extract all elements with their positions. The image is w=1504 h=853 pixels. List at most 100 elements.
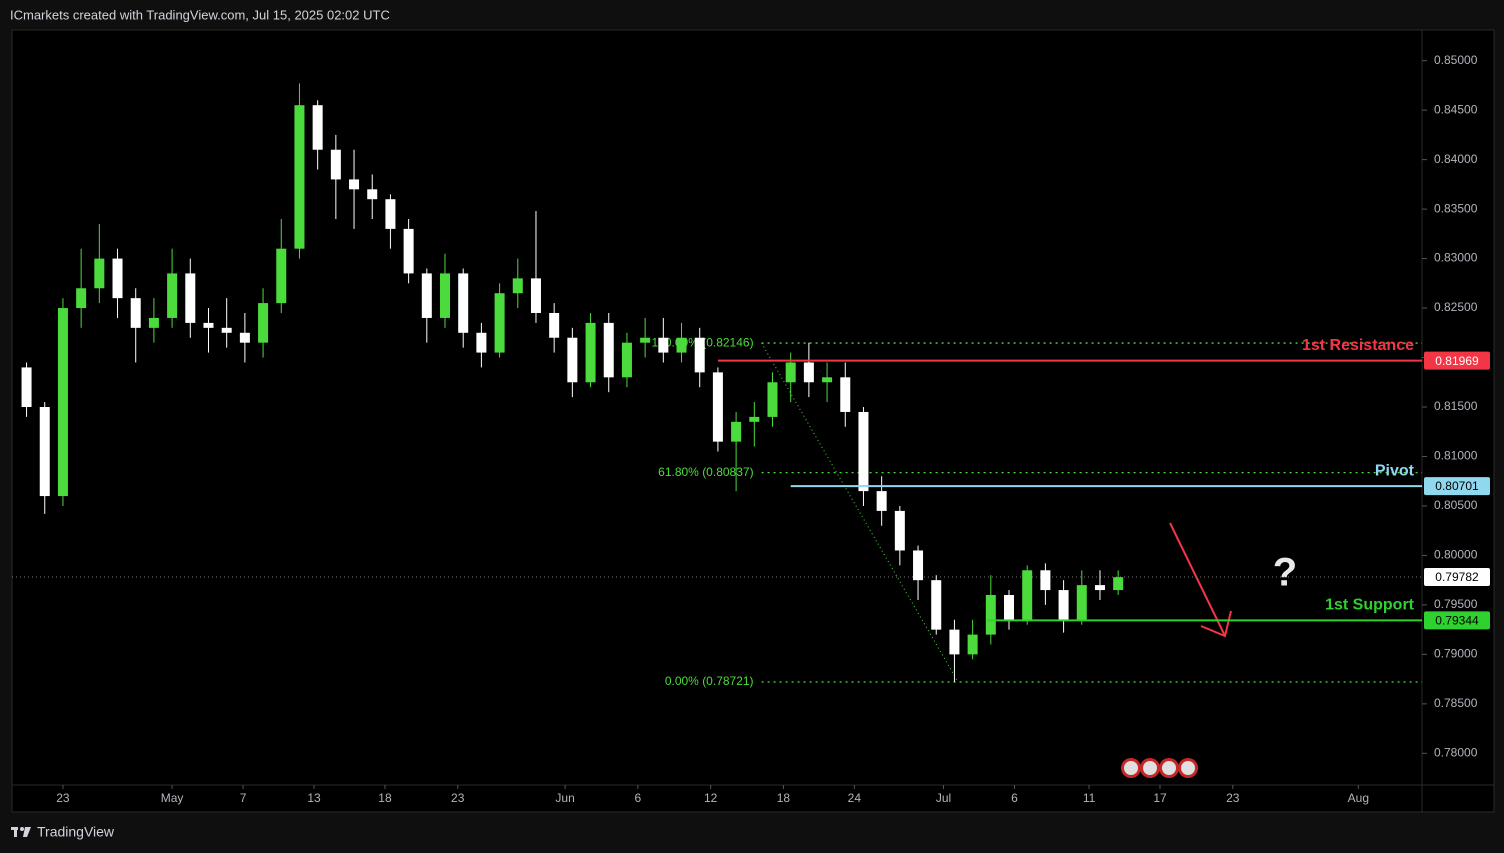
candle-body — [931, 580, 942, 630]
y-tick-label: 0.82500 — [1434, 300, 1478, 314]
arrow-head — [1200, 610, 1232, 638]
x-tick-label: 24 — [848, 791, 862, 805]
last-price-box — [1424, 568, 1490, 587]
x-tick-label: 23 — [1226, 791, 1240, 805]
candles — [21, 83, 1124, 683]
candle-body — [421, 273, 432, 318]
x-tick-label: 11 — [1083, 791, 1096, 805]
candle-body — [458, 273, 469, 333]
candle-body — [1058, 590, 1069, 620]
candle-body — [967, 634, 978, 655]
candle-body — [985, 595, 996, 635]
candle-body — [803, 362, 814, 383]
x-tick-label: 18 — [378, 791, 392, 805]
candle-body — [658, 337, 669, 353]
footer: TradingView — [37, 824, 115, 840]
y-tick-label: 0.79500 — [1434, 597, 1478, 611]
candle-body — [76, 288, 87, 309]
x-tick-label: 23 — [56, 791, 70, 805]
level-price-label: 0.81969 — [1435, 354, 1479, 368]
y-tick-label: 0.80000 — [1434, 548, 1478, 562]
candle-body — [112, 258, 123, 299]
candle-body — [840, 377, 851, 412]
level-name: 1st Resistance — [1302, 337, 1414, 354]
candle-body — [330, 149, 341, 180]
y-tick-label: 0.78500 — [1434, 696, 1478, 710]
candle-body — [530, 278, 541, 314]
level-price-box — [1424, 611, 1490, 630]
candle-body — [476, 332, 487, 353]
candle-body — [512, 278, 523, 294]
candle-body — [276, 248, 287, 304]
x-tick-label: 12 — [704, 791, 718, 805]
x-tick-label: Jun — [555, 791, 574, 805]
fib-label: 0.00% (0.78721) — [665, 674, 754, 688]
x-tick-label: Jul — [936, 791, 951, 805]
header: ICmarkets created with TradingView.com, … — [10, 7, 390, 22]
candle-body — [258, 303, 269, 343]
arrow — [1169, 522, 1226, 637]
candle-body — [567, 337, 578, 383]
candle-body — [403, 228, 414, 274]
candle-body — [239, 332, 250, 343]
annotation: ? — [1273, 551, 1297, 595]
candle-body — [822, 377, 833, 383]
candle-body — [876, 491, 887, 511]
y-tick-label: 0.81000 — [1434, 449, 1478, 463]
candle-body — [203, 322, 214, 328]
candle-body — [712, 372, 723, 442]
candle-body — [185, 273, 196, 323]
y-tick-label: 0.78000 — [1434, 746, 1478, 760]
candle-body — [494, 293, 505, 353]
candle-body — [294, 105, 305, 249]
candle-body — [767, 382, 778, 417]
level-price-label: 0.80701 — [1435, 479, 1479, 493]
candle-body — [94, 258, 105, 289]
candle-body — [349, 179, 360, 190]
y-tick-label: 0.84500 — [1434, 102, 1478, 116]
fib-label: 61.80% (0.80837) — [658, 465, 753, 479]
candle-body — [949, 629, 960, 655]
candle-body — [694, 337, 705, 373]
logo — [11, 827, 31, 837]
level-price-box — [1424, 351, 1490, 370]
candle-body — [1004, 595, 1015, 620]
candle-body — [367, 189, 378, 200]
candle-body — [676, 337, 687, 353]
candle-body — [731, 421, 742, 442]
y-tick-label: 0.79000 — [1434, 647, 1478, 661]
level-price-label: 0.79344 — [1435, 614, 1479, 628]
candle-body — [621, 342, 632, 378]
candle-body — [858, 411, 869, 492]
level-price-box — [1424, 477, 1490, 496]
candle-body — [585, 322, 596, 383]
candle-body — [894, 510, 905, 551]
y-tick-label: 0.80500 — [1434, 498, 1478, 512]
candle-body — [440, 273, 451, 318]
x-tick-label: 18 — [777, 791, 791, 805]
candle-body — [312, 105, 323, 150]
candle-body — [57, 308, 68, 497]
y-tick-label: 0.81500 — [1434, 399, 1478, 413]
y-tick-label: 0.85000 — [1434, 53, 1478, 67]
candle-body — [1076, 585, 1087, 620]
candle-body — [1022, 570, 1033, 620]
y-tick-label: 0.83000 — [1434, 251, 1478, 265]
event-icons — [1121, 758, 1198, 778]
level-name: Pivot — [1375, 462, 1415, 479]
x-tick-label: Aug — [1348, 791, 1369, 805]
candle-body — [603, 322, 614, 378]
level-name: 1st Support — [1325, 597, 1415, 614]
x-tick-label: 6 — [1011, 791, 1018, 805]
x-tick-label: 6 — [635, 791, 642, 805]
candle-body — [1113, 577, 1124, 591]
x-tick-label: 23 — [451, 791, 465, 805]
y-tick-label: 0.84000 — [1434, 152, 1478, 166]
x-tick-label: 13 — [307, 791, 321, 805]
candle-body — [167, 273, 178, 318]
candle-body — [749, 416, 760, 422]
candle-body — [549, 313, 560, 338]
x-tick-label: 17 — [1153, 791, 1167, 805]
candle-body — [913, 550, 924, 581]
